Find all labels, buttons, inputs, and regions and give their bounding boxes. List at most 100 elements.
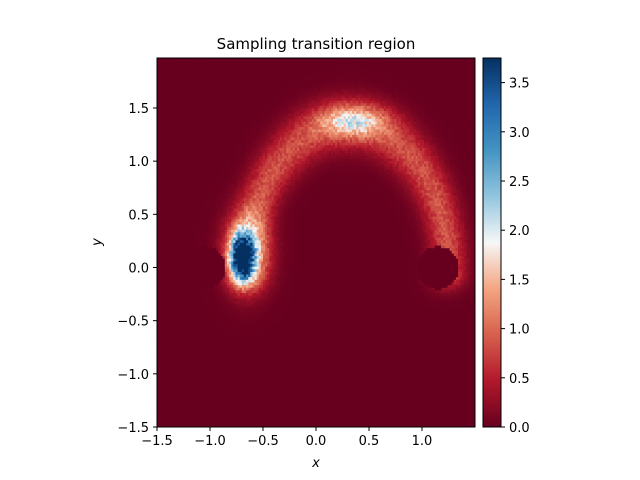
heatmap-cell [203,395,207,399]
heatmap-cell [207,345,211,349]
heatmap-cell [422,371,425,375]
heatmap-cell [290,390,294,394]
heatmap-cell [169,392,173,396]
heatmap-cell [366,405,370,409]
heatmap-cell [445,400,448,404]
heatmap-cell [373,345,376,349]
heatmap-cell [226,400,230,404]
heatmap-cell [210,400,213,404]
heatmap-cell [343,416,347,420]
heatmap-cell [356,413,359,417]
heatmap-cell [248,403,251,407]
heatmap-cell [434,340,438,344]
heatmap-cell [447,403,450,407]
heatmap-cell [305,363,308,367]
heatmap-cell [250,384,253,388]
heatmap-cell [260,355,264,359]
heatmap-cell [207,353,211,357]
heatmap-cell [256,398,260,402]
heatmap-cell [352,358,355,362]
heatmap-cell [373,371,376,375]
heatmap-cell [271,411,274,415]
heatmap-cell [428,387,431,391]
heatmap-cell [199,384,202,388]
heatmap-cell [203,382,207,386]
heatmap-cell [233,350,236,354]
heatmap-cell [381,424,385,428]
heatmap-cell [256,390,260,394]
heatmap-cell [458,340,461,344]
heatmap-cell [237,411,241,415]
heatmap-cell [343,384,347,388]
heatmap-cell [313,398,317,402]
heatmap-cell [167,366,171,370]
heatmap-cell [231,411,234,415]
heatmap-cell [432,366,436,370]
heatmap-cell [383,342,387,346]
heatmap-cell [231,413,234,417]
heatmap-cell [294,340,298,344]
heatmap-cell [188,345,192,349]
heatmap-cell [182,419,185,423]
heatmap-cell [422,395,425,399]
heatmap-cell [271,419,274,423]
heatmap-cell [186,376,190,380]
heatmap-cell [252,353,255,357]
heatmap-cell [347,376,351,380]
heatmap-cell [246,379,249,383]
heatmap-cell [288,387,291,391]
heatmap-cell [419,376,423,380]
heatmap-cell [184,379,188,383]
heatmap-cell [464,345,467,349]
heatmap-cell [468,413,472,417]
heatmap-cell [405,358,408,362]
heatmap-cell [407,366,410,370]
heatmap-cell [470,395,474,399]
heatmap-cell [405,395,408,399]
heatmap-cell [417,424,421,428]
heatmap-cell [330,398,334,402]
heatmap-cell [288,361,291,365]
heatmap-cell [337,374,340,378]
heatmap-cell [237,363,241,367]
heatmap-cell [341,384,344,388]
heatmap-cell [345,371,349,375]
heatmap-cell [390,403,393,407]
heatmap-cell [458,390,461,394]
heatmap-cell [462,419,465,423]
heatmap-cell [163,408,166,412]
heatmap-cell [254,395,258,399]
heatmap-cell [413,390,417,394]
heatmap-cell [419,379,423,383]
heatmap-cell [216,353,219,357]
heatmap-cell [178,387,181,391]
heatmap-cell [284,379,287,383]
heatmap-cell [405,400,408,404]
heatmap-cell [470,342,474,346]
heatmap-cell [193,421,196,425]
heatmap-cell [229,405,232,409]
heatmap-cell [360,371,364,375]
heatmap-cell [356,403,359,407]
heatmap-cell [184,361,188,365]
heatmap-cell [173,355,177,359]
heatmap-cell [449,342,453,346]
heatmap-cell [193,366,196,370]
heatmap-cell [373,369,376,373]
heatmap-cell [449,371,453,375]
heatmap-cell [441,392,444,396]
heatmap-cell [398,387,402,391]
heatmap-cell [303,424,306,428]
heatmap-cell [472,408,476,412]
heatmap-cell [277,340,281,344]
heatmap-cell [466,340,470,344]
heatmap-cell [294,353,298,357]
heatmap-cell [301,400,304,404]
heatmap-cell [354,416,357,420]
heatmap-cell [307,398,311,402]
heatmap-cell [352,345,355,349]
heatmap-cell [472,363,476,367]
heatmap-cell [216,358,219,362]
heatmap-cell [161,363,164,367]
heatmap-cell [288,382,291,386]
